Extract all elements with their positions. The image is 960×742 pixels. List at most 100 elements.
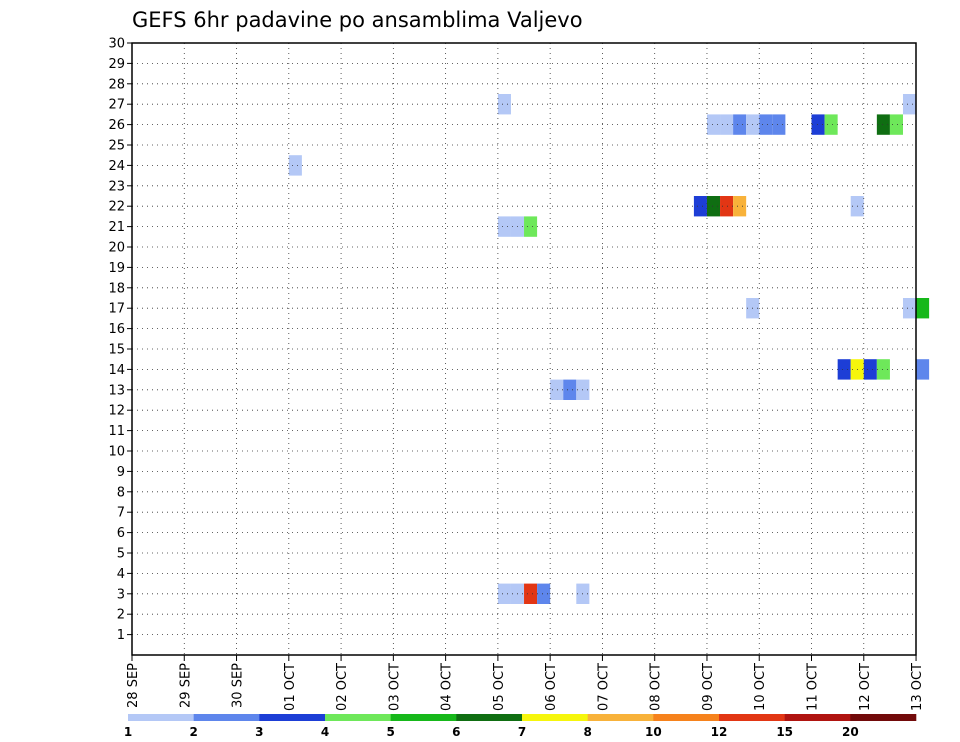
y-tick-label: 7 [117,506,125,521]
cells-layer [288,94,930,604]
legend-swatch [456,714,523,721]
precip-cell [733,114,747,135]
y-tick-label: 22 [108,200,125,215]
legend-label: 10 [645,725,662,739]
y-tick-label: 13 [108,383,125,398]
legend-label: 2 [189,725,197,739]
legend-label: 3 [255,725,263,739]
y-tick-label: 15 [108,343,125,358]
legend-label: 15 [776,725,793,739]
y-tick-label: 4 [117,567,125,582]
precip-cell [563,379,577,400]
legend-swatch [193,714,260,721]
grid-layer [132,42,916,655]
y-tick-label: 12 [108,404,125,419]
precip-cell [497,583,511,604]
precip-cell [889,114,903,135]
legend-swatch [390,714,457,721]
x-tick-label: 10 OCT [753,663,768,711]
legend-label: 8 [583,725,591,739]
y-tick-label: 26 [108,118,125,133]
precip-cell [863,359,877,380]
y-tick-label: 30 [108,37,125,52]
y-tick-label: 25 [108,139,125,154]
x-tick-label: 11 OCT [806,663,821,711]
x-tick-label: 07 OCT [596,663,611,711]
y-tick-label: 24 [108,159,125,174]
y-tick-label: 19 [108,261,125,276]
precip-cell [550,379,564,400]
legend-swatch [653,714,720,721]
precip-cell [706,114,721,135]
y-tick-label: 16 [108,322,125,337]
x-tick-label: 30 SEP [231,663,246,708]
x-tick-label: 28 SEP [126,663,141,708]
x-tick-label: 29 SEP [178,663,193,708]
y-tick-label: 23 [108,179,125,194]
x-tick-label: 12 OCT [858,663,873,711]
precip-cell [706,196,721,217]
legend-swatch [259,714,326,721]
legend-label: 5 [386,725,394,739]
precip-cell [772,114,786,135]
legend-swatch [128,714,194,721]
precip-cell [902,298,917,319]
precip-cell [876,114,890,135]
legend-label: 1 [124,725,132,739]
legend-swatch [587,714,654,721]
y-tick-label: 5 [117,547,125,562]
legend-swatch [784,714,851,721]
y-tick-label: 17 [108,302,125,317]
y-tick-label: 27 [108,98,125,113]
precip-cell [811,114,825,135]
precip-cell [497,216,511,237]
plot-frame [131,42,917,656]
legend: 1 2 3 4 5 6 7 8 10 12 15 20 [124,714,917,739]
precip-cell [902,94,917,115]
precip-cell [537,583,551,604]
precip-cell [916,298,930,319]
y-tick-label: 11 [108,424,125,439]
legend-label: 7 [518,725,526,739]
precip-cell [876,359,890,380]
legend-swatch [850,714,917,721]
y-tick-label: 1 [117,628,125,643]
precip-cell [524,216,538,237]
y-tick-label: 8 [117,485,125,500]
legend-label: 6 [452,725,460,739]
precip-cell [759,114,773,135]
y-tick-label: 18 [108,281,125,296]
precip-cell [916,359,930,380]
y-tick-label: 21 [108,220,125,235]
legend-swatch [325,714,391,721]
legend-swatch [522,714,588,721]
precip-cell [288,155,302,176]
x-tick-label: 01 OCT [283,663,298,711]
y-tick-label: 20 [108,241,125,256]
legend-label: 20 [842,725,859,739]
precip-cell [733,196,747,217]
x-tick-label: 02 OCT [335,663,350,711]
y-tick-label: 3 [117,587,125,602]
precip-cell [720,196,734,217]
axis-layer: 1234567891011121314151617181920212223242… [108,37,925,711]
precip-cell [837,359,851,380]
y-tick-label: 6 [117,526,125,541]
precip-cell [693,196,707,217]
precip-cell [720,114,734,135]
precip-cell [524,583,538,604]
precip-cell [824,114,838,135]
x-tick-label: 05 OCT [492,663,507,711]
legend-label: 12 [711,725,728,739]
y-tick-label: 14 [108,363,125,378]
x-tick-label: 04 OCT [440,663,455,711]
y-tick-label: 9 [117,465,125,480]
chart-title: GEFS 6hr padavine po ansamblima Valjevo [132,8,583,32]
y-tick-label: 29 [108,57,125,72]
legend-swatch [719,714,785,721]
y-tick-label: 10 [108,445,125,460]
precip-cell [497,94,511,115]
y-tick-label: 28 [108,77,125,92]
x-tick-label: 13 OCT [910,663,925,711]
